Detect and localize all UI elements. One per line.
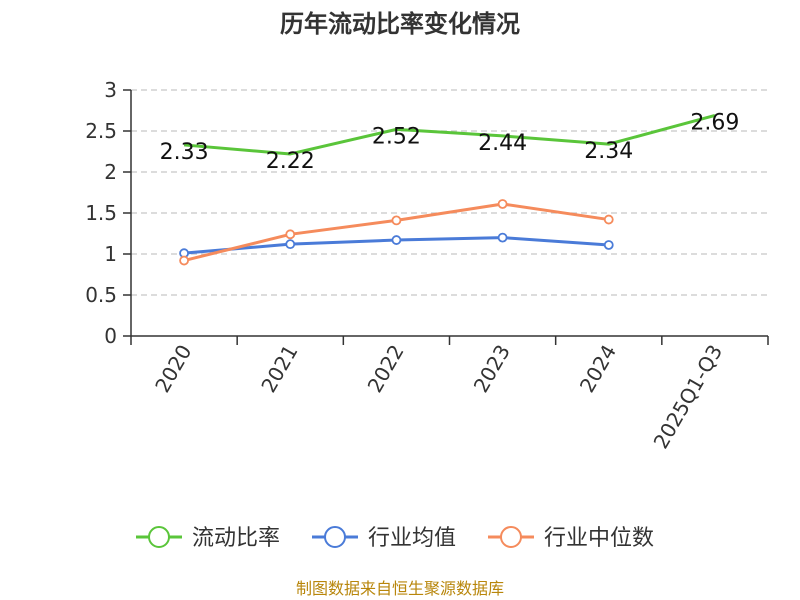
data-point	[497, 199, 508, 209]
y-tick-label: 0.5	[85, 283, 117, 307]
y-tick-label: 3	[104, 78, 117, 102]
x-tick-label: 2021	[256, 341, 302, 397]
x-tick-label: 2020	[150, 341, 196, 397]
data-point	[285, 229, 296, 240]
chart-title: 历年流动比率变化情况	[280, 10, 520, 38]
y-tick-label: 0	[104, 324, 117, 348]
x-tick-label: 2023	[469, 341, 515, 397]
legend-swatch-marker	[148, 526, 170, 548]
data-point	[179, 255, 189, 266]
legend: 流动比率 行业均值 行业中位数	[136, 526, 654, 551]
data-label: 2.33	[160, 140, 209, 165]
data-label: 2.22	[266, 149, 315, 174]
data-point	[285, 239, 296, 250]
y-tick-label: 2.5	[85, 119, 117, 143]
legend-swatch-marker	[324, 526, 346, 548]
y-tick-label: 1	[104, 242, 117, 266]
legend-label: 行业中位数	[544, 526, 654, 551]
data-label: 2.69	[690, 110, 739, 135]
legend-swatch-marker	[500, 526, 522, 548]
data-label: 2.52	[372, 124, 421, 149]
data-label: 2.44	[478, 131, 527, 156]
data-label: 2.34	[584, 139, 633, 164]
data-point	[603, 240, 614, 250]
grid	[131, 89, 768, 296]
series-line	[183, 113, 716, 156]
data-point	[391, 215, 402, 226]
x-tick-label: 2025Q1-Q3	[649, 341, 728, 453]
x-axis: 2020 2021 2022 2023 2024 2025Q1-Q3	[130, 335, 769, 453]
y-axis: 0 0.5 1 1.5 2 2.5 3	[85, 78, 132, 348]
x-tick-label: 2022	[363, 341, 409, 397]
x-tick-label: 2024	[575, 341, 621, 397]
data-point	[497, 232, 508, 243]
y-tick-label: 1.5	[85, 201, 117, 225]
data-point	[603, 214, 614, 225]
legend-label: 流动比率	[192, 526, 280, 551]
y-tick-label: 2	[104, 160, 117, 184]
legend-label: 行业均值	[368, 526, 456, 551]
data-point	[391, 235, 402, 245]
series-group: 2.33 2.22 2.52 2.44 2.34 2.69	[160, 110, 739, 266]
source-note: 制图数据来自恒生聚源数据库	[296, 579, 504, 598]
